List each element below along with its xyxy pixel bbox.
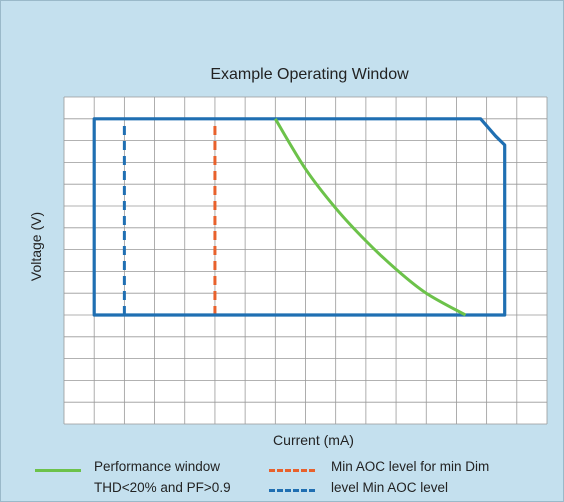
legend-label-min-aoc-level: level Min AOC level	[331, 480, 449, 495]
operating-window-chart: Example Operating Window Current (mA) Volt…	[28, 66, 548, 448]
y-axis-label: Voltage (V)	[28, 212, 44, 281]
legend-label-performance-window: Performance window	[94, 459, 221, 474]
legend-swatch-min-aoc-min-dim	[269, 469, 315, 472]
x-axis-label: Current (mA)	[273, 432, 354, 448]
legend: Performance window THD<20% and PF>0.9 Mi…	[1, 456, 564, 501]
chart-title: Example Operating Window	[210, 66, 409, 83]
legend-label-min-aoc-min-dim: Min AOC level for min Dim	[331, 459, 490, 474]
legend-label-thd-pf: THD<20% and PF>0.9	[94, 480, 231, 495]
legend-swatch-performance-window	[35, 469, 81, 472]
legend-swatch-min-aoc-level	[269, 489, 315, 492]
operating-window-outline	[92, 117, 507, 317]
performance-window-curve	[274, 118, 467, 317]
